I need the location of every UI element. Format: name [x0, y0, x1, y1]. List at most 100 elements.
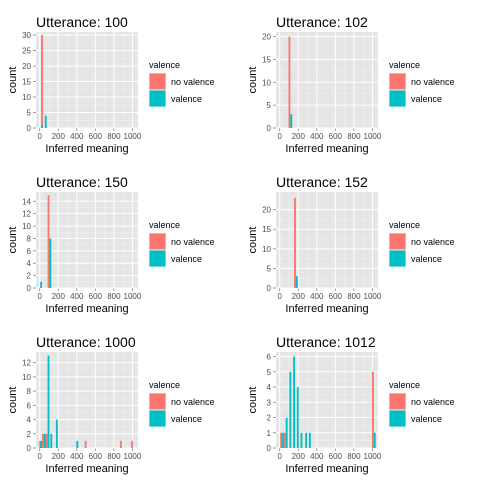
y-tick-label: 0 — [27, 124, 32, 133]
bar-no-valence — [280, 432, 283, 448]
bar-no-valence — [371, 371, 374, 448]
bar-no-valence — [294, 197, 296, 288]
bar-valence — [47, 355, 50, 448]
legend-key-no-valence — [388, 392, 407, 411]
x-tick-label: 800 — [107, 132, 121, 141]
legend-key-no-valence — [388, 72, 407, 91]
legend-title: valence — [149, 220, 180, 230]
plot-background — [36, 192, 138, 288]
x-axis-title: Inferred meaning — [45, 143, 128, 155]
x-tick-label: 600 — [329, 452, 343, 461]
y-tick-label: 8 — [27, 234, 32, 243]
y-tick-label: 3 — [267, 398, 272, 407]
bar-valence — [43, 433, 46, 448]
legend-title: valence — [389, 380, 420, 390]
bar-valence — [41, 124, 43, 128]
y-tick-label: 0 — [27, 284, 32, 293]
x-tick-label: 1000 — [124, 292, 142, 301]
x-tick-label: 600 — [329, 292, 343, 301]
legend-key-no-valence — [388, 232, 407, 251]
x-tick-label: 200 — [292, 452, 306, 461]
legend-key-valence — [148, 409, 167, 428]
y-tick-label: 5 — [267, 101, 272, 110]
bar-valence — [293, 356, 296, 448]
chart-panel-5: Utterance: 1000 0 200 400 600 800 1000 0 2 4 6 8 10 1… — [7, 334, 215, 475]
legend-label: valence — [171, 414, 202, 424]
x-tick-label: 800 — [107, 452, 121, 461]
legend-label: no valence — [171, 77, 215, 87]
x-axis-title: Inferred meaning — [285, 463, 368, 475]
plot-background — [276, 32, 378, 128]
y-tick-label: 15 — [22, 78, 31, 87]
y-tick-label: 10 — [262, 78, 271, 87]
y-tick-label: 5 — [27, 109, 32, 118]
bar-valence — [305, 432, 308, 448]
x-tick-label: 0 — [277, 132, 282, 141]
y-tick-label: 2 — [27, 272, 32, 281]
y-tick-label: 0 — [267, 124, 272, 133]
legend-title: valence — [149, 380, 180, 390]
x-tick-label: 400 — [310, 452, 324, 461]
bar-valence — [76, 440, 79, 448]
y-tick-label: 20 — [262, 33, 271, 42]
x-tick-label: 600 — [89, 132, 103, 141]
x-tick-label: 200 — [52, 452, 66, 461]
bar-valence — [295, 276, 298, 288]
x-tick-label: 1000 — [364, 292, 382, 301]
bar-valence — [300, 432, 303, 448]
legend-label: valence — [171, 94, 202, 104]
plot-background — [36, 32, 138, 128]
legend-label: valence — [411, 414, 442, 424]
chart-title: Utterance: 100 — [36, 14, 128, 30]
y-tick-label: 6 — [27, 401, 32, 410]
x-axis-title: Inferred meaning — [45, 463, 128, 475]
chart-panel-6: Utterance: 1012 0 200 400 600 800 1000 0 1 2 3 4 5 6 I… — [247, 334, 455, 475]
y-axis-title: count — [7, 227, 19, 254]
chart-panel-2: Utterance: 102 0 200 400 600 800 1000 0 5 10 15 20 I… — [247, 14, 455, 155]
y-tick-label: 0 — [267, 284, 272, 293]
legend-key-no-valence — [148, 232, 167, 251]
legend-label: valence — [411, 94, 442, 104]
legend-key-no-valence — [148, 72, 167, 91]
x-tick-label: 0 — [277, 452, 282, 461]
y-tick-label: 8 — [27, 387, 32, 396]
x-axis-title: Inferred meaning — [45, 303, 128, 315]
bar-valence — [44, 115, 47, 128]
x-tick-label: 0 — [277, 292, 282, 301]
x-tick-label: 800 — [347, 452, 361, 461]
legend-label: valence — [171, 254, 202, 264]
x-tick-label: 200 — [292, 132, 306, 141]
x-axis-title: Inferred meaning — [285, 143, 368, 155]
x-tick-label: 400 — [70, 132, 84, 141]
x-tick-label: 200 — [52, 292, 66, 301]
bar-valence — [40, 281, 43, 288]
bar-valence — [40, 440, 43, 448]
x-tick-label: 800 — [347, 132, 361, 141]
y-axis-title: count — [7, 387, 19, 414]
x-tick-label: 600 — [89, 292, 103, 301]
y-axis-title: count — [247, 387, 259, 414]
y-tick-label: 15 — [262, 55, 271, 64]
y-tick-label: 25 — [22, 47, 31, 56]
y-tick-label: 6 — [27, 247, 32, 256]
y-tick-label: 5 — [267, 368, 272, 377]
y-tick-label: 10 — [22, 93, 31, 102]
y-tick-label: 12 — [22, 359, 31, 368]
bar-valence — [282, 432, 284, 448]
y-tick-label: 2 — [27, 430, 32, 439]
bar-no-valence — [42, 433, 44, 448]
y-axis-title: count — [7, 67, 19, 94]
bar-valence — [289, 371, 292, 448]
y-tick-label: 15 — [262, 225, 271, 234]
y-tick-label: 10 — [22, 222, 31, 231]
chart-panel-3: Utterance: 150 0 200 400 600 800 1000 0 2 4 6 8 10 12… — [7, 174, 215, 315]
legend-label: no valence — [171, 397, 215, 407]
chart-title: Utterance: 1000 — [36, 334, 136, 350]
bar-no-valence — [288, 36, 291, 128]
y-tick-label: 10 — [22, 373, 31, 382]
y-tick-label: 0 — [27, 444, 32, 453]
legend-key-no-valence — [148, 392, 167, 411]
y-axis-title: count — [247, 227, 259, 254]
bar-valence — [55, 419, 58, 448]
x-tick-label: 0 — [37, 292, 42, 301]
